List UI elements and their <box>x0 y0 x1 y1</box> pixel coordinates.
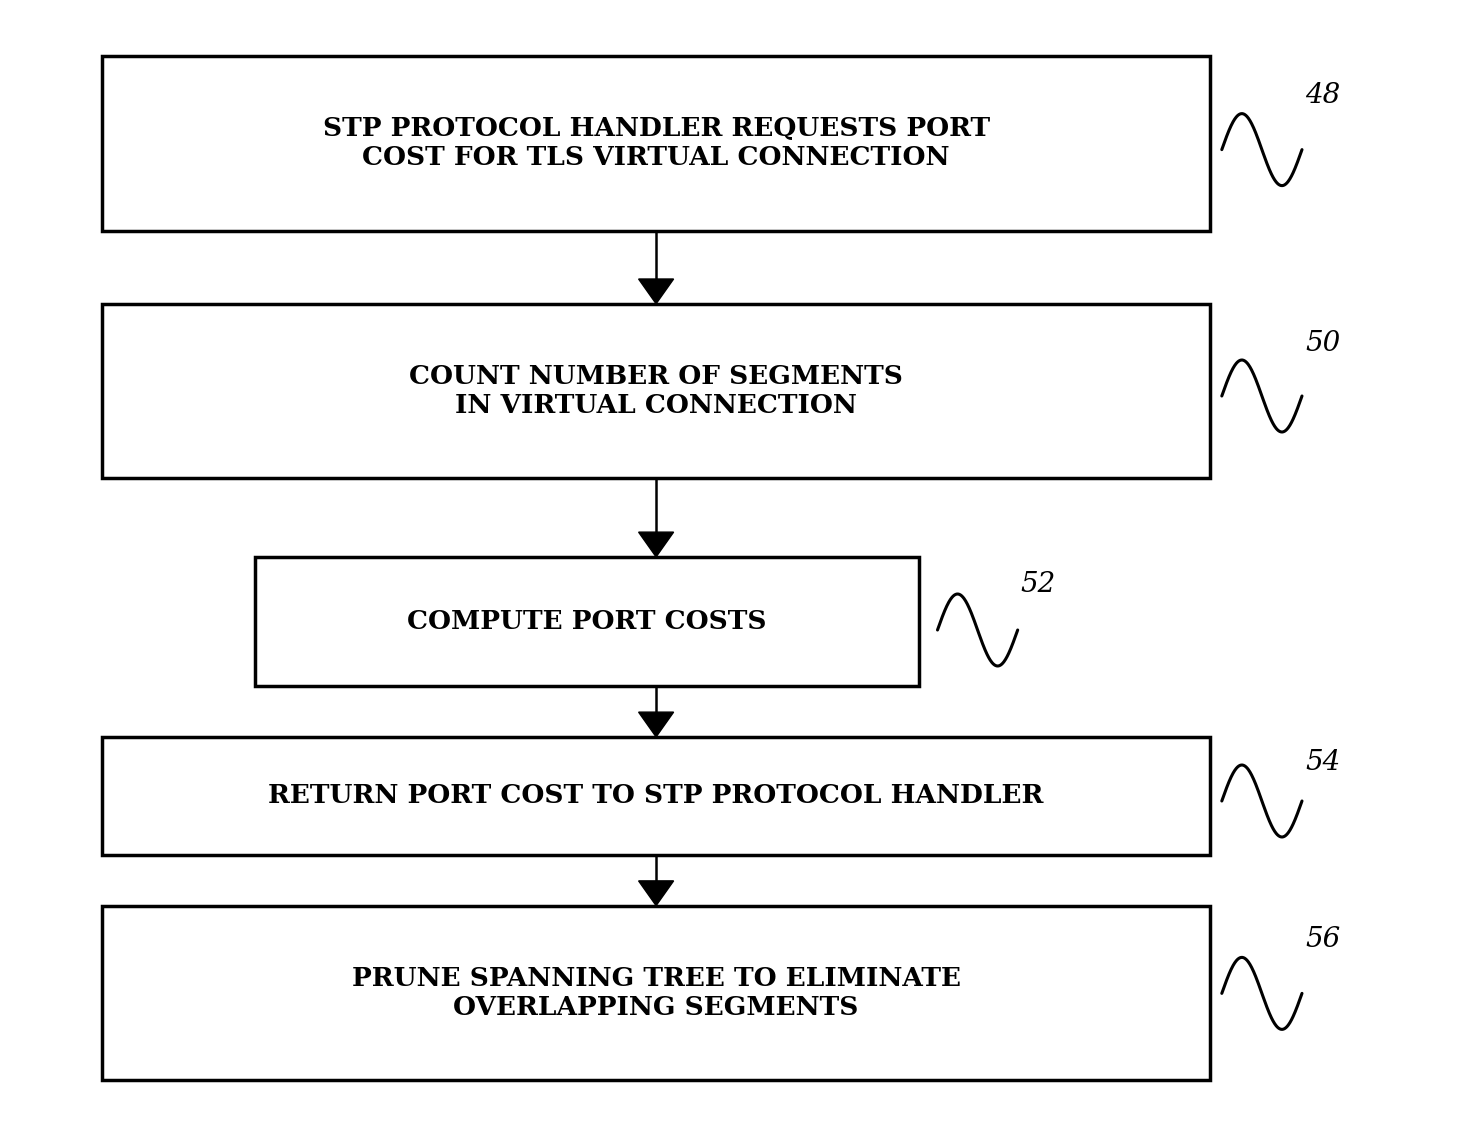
Bar <box>102 737 1210 855</box>
Bar <box>102 304 1210 478</box>
Bar <box>255 557 919 686</box>
Text: COUNT NUMBER OF SEGMENTS
IN VIRTUAL CONNECTION: COUNT NUMBER OF SEGMENTS IN VIRTUAL CONN… <box>410 364 903 417</box>
Polygon shape <box>639 279 674 304</box>
Polygon shape <box>639 712 674 737</box>
Text: 48: 48 <box>1305 82 1340 109</box>
Text: 50: 50 <box>1305 330 1340 357</box>
Bar <box>102 56 1210 231</box>
Text: 54: 54 <box>1305 749 1340 776</box>
Polygon shape <box>639 532 674 557</box>
Text: RETURN PORT COST TO STP PROTOCOL HANDLER: RETURN PORT COST TO STP PROTOCOL HANDLER <box>268 783 1044 809</box>
Text: PRUNE SPANNING TREE TO ELIMINATE
OVERLAPPING SEGMENTS: PRUNE SPANNING TREE TO ELIMINATE OVERLAP… <box>351 965 961 1019</box>
Text: 56: 56 <box>1305 926 1340 953</box>
Text: STP PROTOCOL HANDLER REQUESTS PORT
COST FOR TLS VIRTUAL CONNECTION: STP PROTOCOL HANDLER REQUESTS PORT COST … <box>322 116 990 170</box>
Polygon shape <box>639 881 674 906</box>
Text: COMPUTE PORT COSTS: COMPUTE PORT COSTS <box>407 609 767 634</box>
Bar <box>102 906 1210 1080</box>
Text: 52: 52 <box>1021 572 1056 598</box>
